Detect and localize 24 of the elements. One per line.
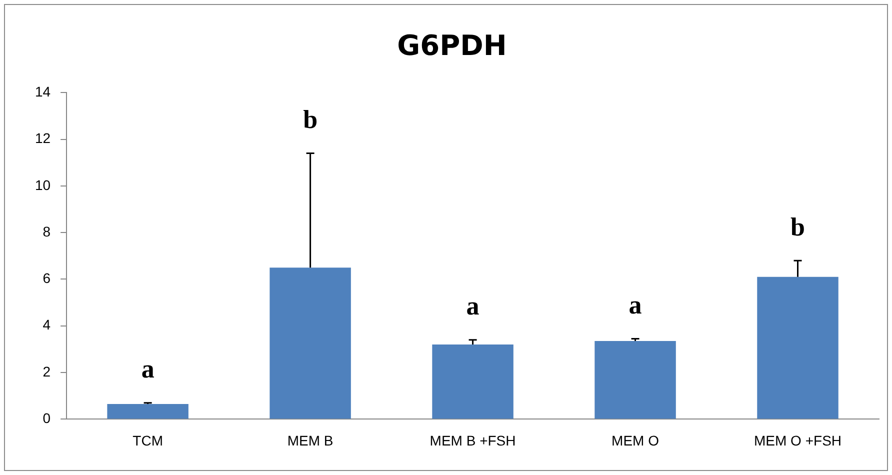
y-tick-label: 12 — [34, 130, 51, 146]
x-tick-label: MEM O +FSH — [754, 432, 842, 448]
annotation: a — [628, 290, 642, 320]
y-tick-label: 0 — [42, 410, 51, 426]
bar — [270, 268, 351, 419]
annotation: a — [466, 292, 480, 321]
x-tick-label: TCM — [132, 432, 163, 448]
x-tick-label: MEM B — [287, 432, 334, 448]
annotation: b — [303, 104, 318, 134]
y-tick-label: 6 — [42, 270, 51, 286]
bar — [757, 276, 838, 419]
y-tick-label: 4 — [42, 316, 51, 333]
bar — [594, 341, 676, 419]
bar — [432, 344, 514, 419]
y-tick-label: 8 — [42, 223, 51, 240]
y-tick-label: 10 — [34, 176, 51, 193]
chart-title: G6PDH — [397, 29, 507, 62]
annotation: a — [141, 354, 154, 384]
x-tick-label: MEM O — [612, 432, 660, 448]
annotation: b — [790, 212, 805, 242]
x-tick-label: MEM B +FSH — [430, 432, 516, 448]
y-tick-label: 14 — [34, 83, 51, 100]
y-tick-label: 2 — [42, 363, 51, 380]
bar — [107, 404, 188, 419]
